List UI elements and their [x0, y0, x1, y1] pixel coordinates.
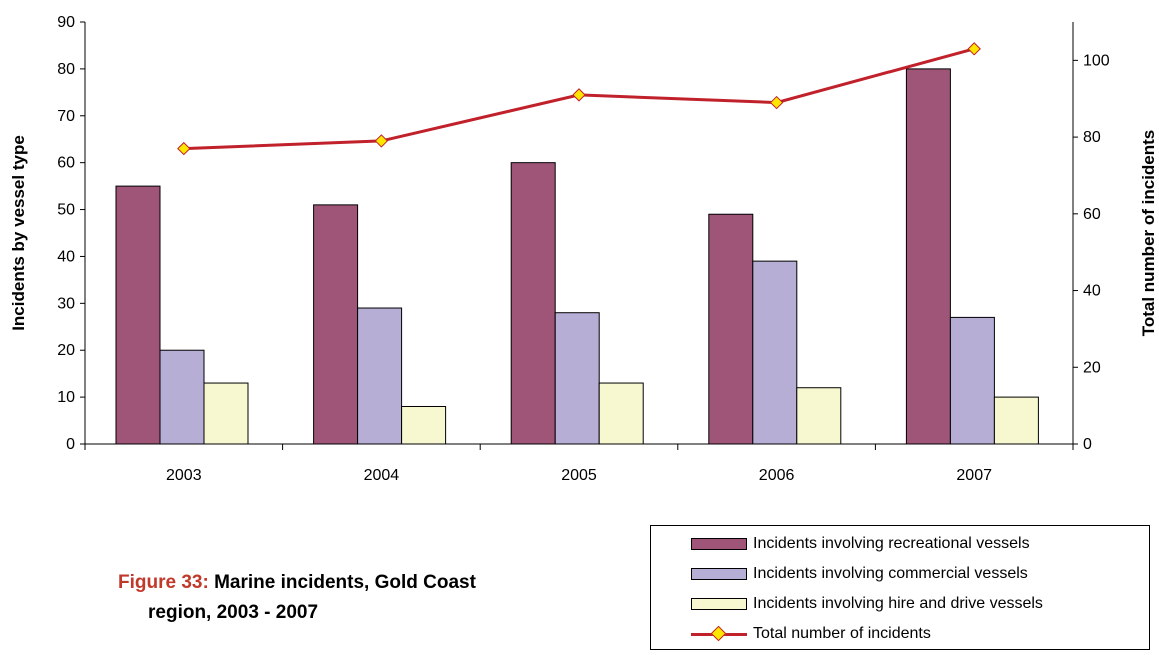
- x-tick-label: 2005: [561, 467, 597, 484]
- bar: [115, 185, 161, 445]
- y-axis-title: Incidents by vessel type: [9, 135, 28, 331]
- x-tick-label: 2007: [956, 467, 992, 484]
- x-tick-label: 2003: [166, 467, 202, 484]
- bar: [313, 204, 359, 445]
- y-tick-label: 20: [57, 342, 75, 359]
- line-marker: [374, 134, 389, 148]
- y2-axis-title: Total number of incidents: [1139, 130, 1158, 337]
- legend-label-total: Total number of incidents: [753, 625, 931, 642]
- chart: 0 10 20 30 40 50 60 70 80 90 0 20 40 60 80 100 2003 2004 2…: [9, 14, 1158, 484]
- y-tick-label: 10: [57, 389, 75, 406]
- legend-item-recreational: Incidents involving recreational vessels: [691, 532, 1030, 556]
- bar: [401, 405, 447, 445]
- legend-item-commercial: Incidents involving commercial vessels: [691, 562, 1028, 586]
- figure-caption: Figure 33: Marine incidents, Gold Coast …: [118, 568, 476, 628]
- legend-swatch-recreational: [691, 538, 747, 550]
- legend-item-hire-drive: Incidents involving hire and drive vesse…: [691, 592, 1043, 616]
- legend-swatch-hire-drive: [691, 598, 747, 610]
- bar: [159, 349, 205, 445]
- bar: [796, 387, 842, 445]
- bar: [708, 213, 754, 445]
- y2-tick-label: 40: [1083, 283, 1101, 300]
- bar: [203, 382, 249, 445]
- caption-line-2: region, 2003 - 2007: [148, 602, 319, 623]
- legend-swatch-commercial: [691, 568, 747, 580]
- line-marker: [769, 95, 784, 110]
- line-marker: [967, 42, 981, 56]
- bar: [949, 316, 995, 445]
- y2-tick-label: 100: [1083, 52, 1110, 69]
- y-tick-label: 70: [57, 108, 75, 125]
- line-marker: [572, 88, 586, 102]
- y-tick-label: 0: [66, 436, 75, 453]
- caption-line-1: Marine incidents, Gold Coast: [214, 572, 476, 593]
- line-marker: [177, 141, 191, 156]
- y2-tick-label: 80: [1083, 129, 1101, 146]
- bar: [598, 382, 644, 445]
- legend-item-total: Total number of incidents: [691, 622, 931, 646]
- legend-label-recreational: Incidents involving recreational vessels: [753, 535, 1030, 552]
- x-tick-label: 2006: [759, 467, 795, 484]
- y-tick-label: 80: [57, 61, 75, 78]
- legend-label-commercial: Incidents involving commercial vessels: [753, 565, 1028, 582]
- y-tick-label: 60: [57, 155, 75, 172]
- legend: Incidents involving recreational vessels…: [650, 525, 1150, 650]
- x-tick-label: 2004: [364, 467, 400, 484]
- y-tick-label: 30: [57, 295, 75, 312]
- y-tick-label: 90: [57, 14, 75, 31]
- y2-tick-label: 20: [1083, 359, 1101, 376]
- legend-swatch-total: [691, 625, 747, 642]
- bar: [510, 162, 556, 445]
- bar: [554, 312, 600, 445]
- legend-label-hire-drive: Incidents involving hire and drive vesse…: [753, 595, 1043, 612]
- figure-number: Figure 33:: [118, 572, 209, 593]
- y2-tick-label: 0: [1083, 436, 1092, 453]
- y-tick-label: 40: [57, 248, 75, 265]
- y2-tick-label: 60: [1083, 206, 1101, 223]
- bar: [357, 307, 403, 445]
- bar: [993, 396, 1039, 445]
- bar: [752, 260, 798, 445]
- y-tick-label: 50: [57, 202, 75, 219]
- bar: [905, 68, 951, 445]
